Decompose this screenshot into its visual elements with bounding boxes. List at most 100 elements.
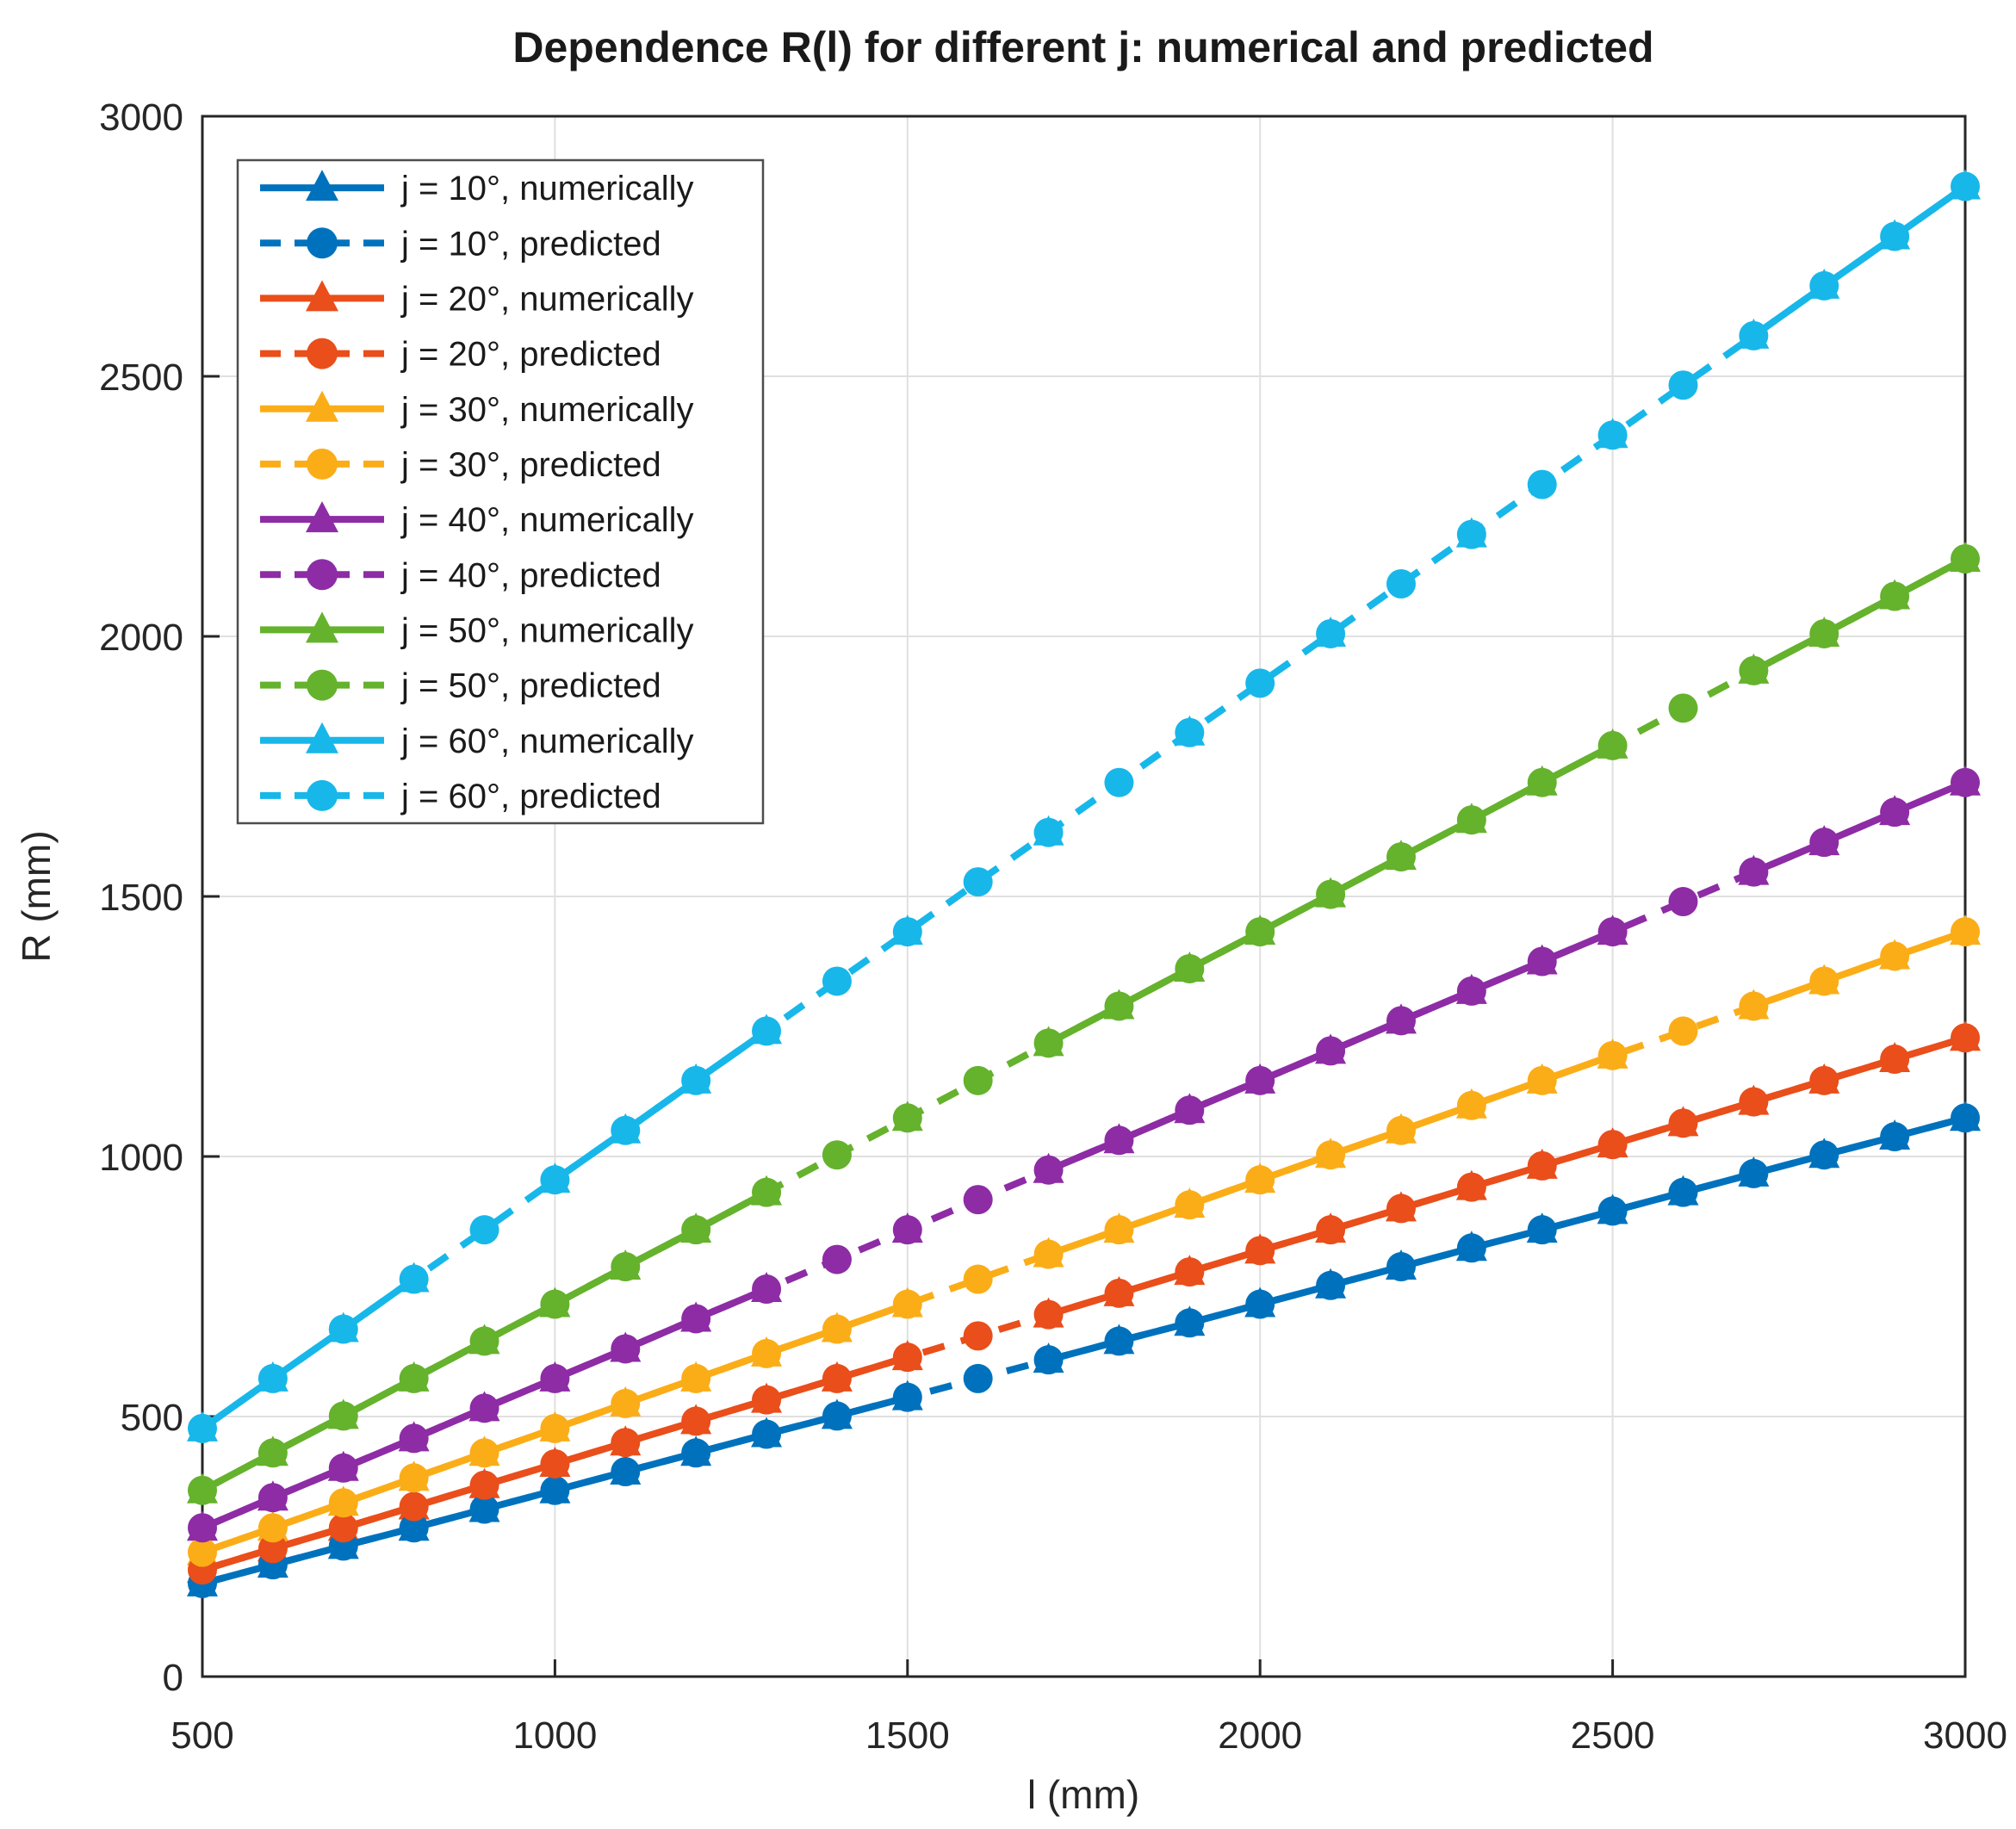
series-j30-predicted	[188, 917, 1980, 1567]
circle-marker	[1527, 1215, 1557, 1245]
legend-circle-marker	[307, 559, 338, 591]
circle-marker	[1951, 171, 1980, 202]
circle-marker	[1386, 568, 1416, 598]
series-j20-predicted	[188, 1023, 1980, 1585]
circle-marker	[328, 1401, 358, 1431]
circle-marker	[469, 1494, 499, 1524]
legend-triangle-marker	[306, 722, 338, 753]
circle-marker	[822, 1363, 852, 1393]
legend-entry-label: j = 50°, numerically	[400, 611, 693, 649]
circle-marker	[1245, 1065, 1275, 1095]
circle-marker	[1316, 1215, 1346, 1245]
circle-marker	[1033, 1239, 1064, 1269]
circle-marker	[1668, 1177, 1698, 1207]
circle-marker	[1597, 420, 1628, 450]
circle-marker	[1527, 946, 1557, 976]
circle-marker	[1316, 1270, 1346, 1300]
circle-marker	[540, 1363, 570, 1393]
legend-entry-j30-predicted: j = 30°, predicted	[260, 446, 661, 484]
circle-marker	[328, 1513, 358, 1543]
circle-marker	[540, 1475, 570, 1505]
legend-entry-j10-predicted: j = 10°, predicted	[260, 225, 661, 263]
circle-marker	[1456, 1233, 1486, 1263]
circle-marker	[963, 1065, 993, 1095]
y-tick-label-500: 500	[121, 1397, 183, 1439]
y-tick-label-2000: 2000	[99, 617, 183, 659]
y-tick-label-1000: 1000	[99, 1137, 183, 1179]
legend-entry-label: j = 30°, predicted	[400, 446, 661, 484]
circle-marker	[892, 917, 922, 947]
legend-circle-marker	[307, 779, 338, 811]
circle-marker	[1880, 1122, 1910, 1152]
circle-marker	[399, 1513, 429, 1543]
circle-marker	[892, 1215, 922, 1245]
circle-marker	[1316, 1036, 1346, 1066]
circle-marker	[822, 966, 852, 996]
legend-entry-j50-predicted: j = 50°, predicted	[260, 667, 661, 705]
circle-marker	[1668, 1108, 1698, 1138]
circle-marker	[611, 1115, 641, 1145]
legend-circle-marker	[307, 227, 338, 259]
circle-marker	[1597, 917, 1628, 947]
circle-marker	[328, 1488, 358, 1518]
y-tick-label-0: 0	[163, 1657, 183, 1699]
circle-marker	[1597, 1130, 1628, 1160]
circle-marker	[611, 1334, 641, 1364]
circle-marker	[1597, 730, 1628, 760]
circle-marker	[1175, 717, 1205, 747]
circle-marker	[611, 1252, 641, 1282]
legend-entry-j20-predicted: j = 20°, predicted	[260, 336, 661, 374]
legend-triangle-marker	[306, 501, 338, 533]
circle-marker	[1527, 469, 1557, 499]
legend-circle-marker	[307, 338, 338, 369]
circle-marker	[1104, 1326, 1134, 1356]
circle-marker	[1104, 1278, 1134, 1308]
circle-marker	[681, 1215, 711, 1245]
x-tick-label-2000: 2000	[1218, 1714, 1302, 1757]
legend-entry-label: j = 60°, predicted	[400, 778, 661, 815]
circle-marker	[1809, 618, 1839, 648]
circle-marker	[1033, 1028, 1064, 1058]
circle-marker	[1456, 805, 1486, 835]
legend-entry-j60-numerical: j = 60°, numerically	[260, 722, 693, 760]
circle-marker	[1809, 1065, 1839, 1095]
circle-marker	[681, 1438, 711, 1468]
circle-marker	[752, 1338, 782, 1368]
circle-marker	[1880, 1045, 1910, 1075]
circle-marker	[469, 1215, 499, 1245]
circle-marker	[1245, 1236, 1275, 1266]
circle-marker	[1739, 655, 1769, 685]
x-tick-label-500: 500	[171, 1714, 233, 1757]
circle-marker	[1033, 1299, 1064, 1330]
circle-marker	[188, 1413, 217, 1443]
circle-marker	[681, 1406, 711, 1436]
circle-marker	[1245, 668, 1275, 698]
circle-marker	[257, 1483, 288, 1513]
circle-marker	[822, 1140, 852, 1170]
circle-marker	[1104, 1215, 1134, 1245]
circle-marker	[257, 1363, 288, 1393]
circle-marker	[1245, 1165, 1275, 1195]
legend-entry-j40-numerical: j = 40°, numerically	[260, 501, 693, 539]
circle-marker	[1175, 1095, 1205, 1125]
circle-marker	[1597, 1196, 1628, 1226]
circle-marker	[1880, 797, 1910, 828]
circle-marker	[1527, 1150, 1557, 1181]
circle-marker	[399, 1491, 429, 1522]
legend-circle-marker	[307, 448, 338, 480]
circle-marker	[469, 1438, 499, 1468]
legend-entry-label: j = 20°, numerically	[400, 280, 693, 318]
x-axis-label: l (mm)	[1027, 1772, 1139, 1817]
circle-marker	[1739, 991, 1769, 1021]
series-layer	[187, 169, 1981, 1598]
legend-entry-j40-predicted: j = 40°, predicted	[260, 556, 661, 594]
circle-marker	[1175, 953, 1205, 983]
circle-marker	[752, 1016, 782, 1046]
circle-marker	[1527, 767, 1557, 797]
circle-marker	[188, 1475, 217, 1505]
circle-marker	[540, 1448, 570, 1479]
circle-marker	[1386, 842, 1416, 872]
circle-marker	[1456, 1090, 1486, 1120]
series-j60-predicted	[188, 171, 1980, 1443]
